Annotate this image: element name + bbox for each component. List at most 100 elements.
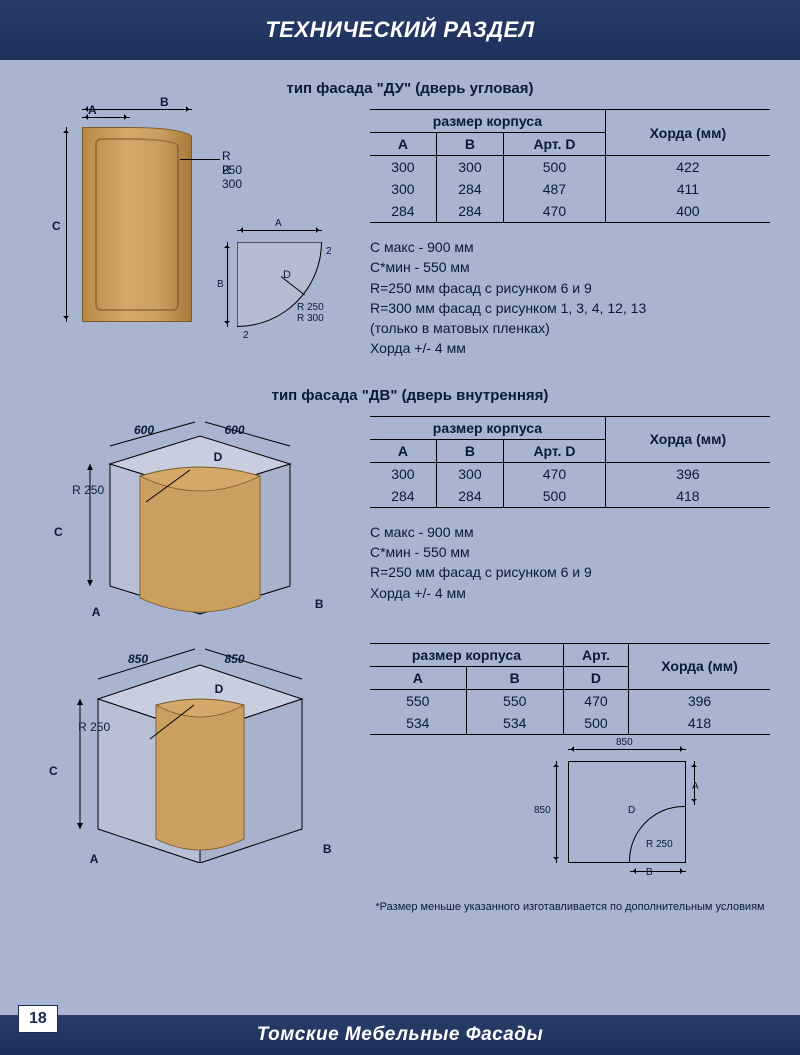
footer-brand: Томские Мебельные Фасады <box>0 1015 800 1055</box>
t2-r1c0: 284 <box>370 485 436 508</box>
iso2-A: A <box>90 852 99 866</box>
table-2: размер корпуса Хорда (мм) A B Арт. D 300… <box>370 416 770 508</box>
section1-right: размер корпуса Хорда (мм) A B Арт. D 300… <box>370 109 770 359</box>
t2-r1c1: 284 <box>436 485 503 508</box>
page-number: 18 <box>18 1005 58 1033</box>
sd-A-arrow <box>694 761 695 805</box>
s1-n3: R=300 мм фасад с рисунком 1, 3, 4, 12, 1… <box>370 298 770 318</box>
page-content: тип фасада "ДУ" (дверь угловая) A B C R … <box>0 60 800 913</box>
t1-c2: Арт. D <box>504 133 606 156</box>
plan-A-arrow <box>237 230 322 231</box>
t2-r1c2: 500 <box>504 485 606 508</box>
t1-r1c0: 300 <box>370 178 436 200</box>
iso1-B: B <box>315 597 324 611</box>
dim-A-arrow <box>82 117 130 118</box>
t3-r1c3: 418 <box>629 712 770 735</box>
section1-diagrams: A B C R 250 R 300 A B D <box>50 109 350 359</box>
t3-r0c0: 550 <box>370 689 466 712</box>
section1-notes: C макс - 900 мм C*мин - 550 мм R=250 мм … <box>370 237 770 359</box>
footer-bar: 18 Томские Мебельные Фасады <box>0 1015 800 1055</box>
sd-D: D <box>628 805 635 816</box>
iso2-C: C <box>49 764 58 778</box>
iso1-600a: 600 <box>134 423 154 437</box>
t2-r0c3: 396 <box>605 462 770 485</box>
iso2-D: D <box>215 682 224 696</box>
s1-n2: R=250 мм фасад с рисунком 6 и 9 <box>370 278 770 298</box>
t1-r1c2: 487 <box>504 178 606 200</box>
t2-r0c1: 300 <box>436 462 503 485</box>
sd-cut <box>629 806 685 862</box>
section2-right1: размер корпуса Хорда (мм) A B Арт. D 300… <box>370 416 770 639</box>
plan-B-arrow <box>227 242 228 327</box>
t2-c2: Арт. D <box>504 439 606 462</box>
sd-A: A <box>692 781 699 792</box>
t1-group: размер корпуса <box>370 110 605 133</box>
t1-r0c1: 300 <box>436 156 503 179</box>
plan-two1: 2 <box>326 246 332 257</box>
t3-c2: D <box>563 666 628 689</box>
t2-r1c3: 418 <box>605 485 770 508</box>
t1-r2c1: 284 <box>436 200 503 223</box>
t1-r1c3: 411 <box>605 178 770 200</box>
header-title: ТЕХНИЧЕСКИЙ РАЗДЕЛ <box>265 17 534 42</box>
dim-B: B <box>160 95 169 109</box>
sd-w-arrow <box>568 749 686 750</box>
table-3: размер корпуса Арт. Хорда (мм) A B D 550… <box>370 643 770 735</box>
iso2-850a: 850 <box>128 652 148 666</box>
t3-r1c2: 500 <box>563 712 628 735</box>
t1-r1c1: 284 <box>436 178 503 200</box>
dim-C: C <box>52 219 61 233</box>
s2-n3: Хорда +/- 4 мм <box>370 583 770 603</box>
sd-h-arrow <box>556 761 557 863</box>
t1-r2c0: 284 <box>370 200 436 223</box>
t3-r1c0: 534 <box>370 712 466 735</box>
t3-c1: B <box>466 666 563 689</box>
iso-cabinet-1 <box>50 416 350 616</box>
sd-B: B <box>646 867 653 878</box>
t1-chord: Хорда (мм) <box>605 110 770 156</box>
t1-c0: A <box>370 133 436 156</box>
iso2-B: B <box>323 842 332 856</box>
table-1: размер корпуса Хорда (мм) A B Арт. D 300… <box>370 109 770 223</box>
iso2-R: R 250 <box>78 720 110 734</box>
t2-chord: Хорда (мм) <box>605 416 770 462</box>
header-bar: ТЕХНИЧЕСКИЙ РАЗДЕЛ <box>0 0 800 60</box>
t3-r0c3: 396 <box>629 689 770 712</box>
s1-n4: (только в матовых пленках) <box>370 318 770 338</box>
plan-A: A <box>275 218 282 229</box>
plan-R2: R 300 <box>297 313 324 324</box>
section2-right2: размер корпуса Арт. Хорда (мм) A B D 550… <box>370 643 770 913</box>
section2-row1: 600 600 C R 250 D A B размер корпуса Хор… <box>50 416 770 639</box>
t1-r0c3: 422 <box>605 156 770 179</box>
t1-r2c2: 470 <box>504 200 606 223</box>
door-shape <box>82 127 192 322</box>
section1-title: тип фасада "ДУ" (дверь угловая) <box>50 80 770 97</box>
s1-n0: C макс - 900 мм <box>370 237 770 257</box>
t2-r0c0: 300 <box>370 462 436 485</box>
s2-n2: R=250 мм фасад с рисунком 6 и 9 <box>370 562 770 582</box>
dim-A: A <box>88 103 97 117</box>
section2-row2: 850 850 C R 250 D A B размер корпуса Арт… <box>50 643 770 913</box>
t3-r1c1: 534 <box>466 712 563 735</box>
sd-R: R 250 <box>646 839 673 850</box>
t1-c1: B <box>436 133 503 156</box>
section2-title: тип фасада "ДВ" (дверь внутренняя) <box>50 387 770 404</box>
iso1-A: A <box>92 605 101 619</box>
sd-w: 850 <box>616 737 633 748</box>
iso1-D: D <box>214 450 223 464</box>
t3-chord: Хорда (мм) <box>629 643 770 689</box>
section2-notes: C макс - 900 мм C*мин - 550 мм R=250 мм … <box>370 522 770 603</box>
sd-h: 850 <box>534 805 551 816</box>
dim-B-arrow <box>82 109 192 110</box>
s1-n1: C*мин - 550 мм <box>370 257 770 277</box>
s2-n1: C*мин - 550 мм <box>370 542 770 562</box>
plan-R1: R 250 <box>297 302 324 313</box>
t1-r0c0: 300 <box>370 156 436 179</box>
t1-r2c3: 400 <box>605 200 770 223</box>
t3-art: Арт. <box>563 643 628 666</box>
iso1-600b: 600 <box>224 423 244 437</box>
dim-C-arrow <box>66 127 67 322</box>
t3-group: размер корпуса <box>370 643 563 666</box>
sd-B-arrow <box>630 871 686 872</box>
footnote: *Размер меньше указанного изготавливаетс… <box>370 901 770 913</box>
